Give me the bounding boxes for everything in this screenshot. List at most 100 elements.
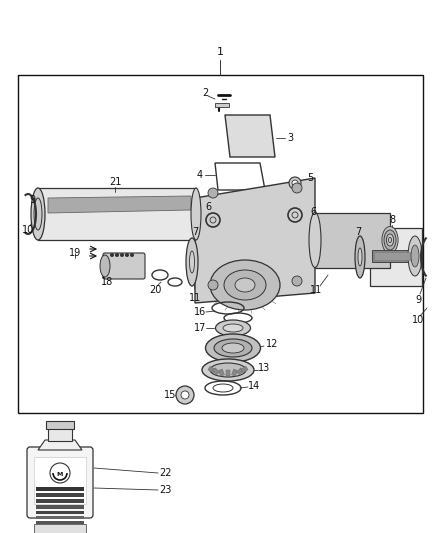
Text: 7: 7	[355, 227, 361, 237]
Ellipse shape	[386, 234, 394, 246]
Circle shape	[181, 391, 189, 399]
Text: 23: 23	[159, 485, 171, 495]
Polygon shape	[215, 163, 265, 190]
Ellipse shape	[205, 334, 261, 362]
Bar	[36, 493, 84, 497]
Bar	[36, 511, 84, 514]
Bar	[241, 366, 248, 373]
Circle shape	[130, 253, 134, 257]
Ellipse shape	[210, 363, 246, 377]
Polygon shape	[48, 196, 191, 213]
Text: 10: 10	[412, 315, 424, 325]
Text: 20: 20	[149, 285, 161, 295]
Ellipse shape	[215, 320, 251, 336]
Text: M: M	[57, 472, 63, 478]
Ellipse shape	[382, 227, 398, 254]
Ellipse shape	[408, 236, 422, 276]
Bar	[34, 457, 86, 504]
Bar	[36, 487, 84, 491]
Bar	[36, 505, 84, 509]
Text: 7: 7	[192, 227, 198, 237]
Ellipse shape	[31, 188, 45, 240]
FancyBboxPatch shape	[103, 253, 145, 279]
Text: 12: 12	[266, 339, 278, 349]
Text: 15: 15	[164, 390, 176, 400]
Text: 6: 6	[310, 207, 316, 217]
Circle shape	[292, 183, 302, 193]
Ellipse shape	[309, 213, 321, 268]
Circle shape	[292, 276, 302, 286]
Ellipse shape	[235, 278, 255, 292]
Ellipse shape	[224, 270, 266, 300]
Bar	[219, 369, 224, 376]
Ellipse shape	[389, 238, 392, 243]
Text: 1: 1	[216, 47, 223, 57]
Text: 16: 16	[194, 307, 206, 317]
Text: 13: 13	[258, 363, 270, 373]
Bar	[237, 368, 244, 375]
Text: 17: 17	[194, 323, 206, 333]
FancyBboxPatch shape	[27, 447, 93, 518]
Ellipse shape	[223, 324, 243, 332]
Text: 11: 11	[189, 293, 201, 303]
Text: 8: 8	[389, 215, 395, 225]
Bar	[46, 421, 74, 429]
Ellipse shape	[358, 248, 362, 266]
Bar	[232, 369, 237, 376]
Text: 9: 9	[29, 195, 35, 205]
Circle shape	[115, 253, 119, 257]
Bar	[372, 250, 414, 262]
Bar	[215, 103, 229, 107]
Ellipse shape	[384, 230, 396, 250]
Text: 22: 22	[159, 468, 171, 478]
Ellipse shape	[210, 260, 280, 310]
Text: 14: 14	[248, 381, 260, 391]
Bar	[18, 75, 423, 413]
Bar	[208, 366, 215, 373]
Bar	[36, 499, 84, 503]
Bar	[315, 213, 390, 268]
Text: 19: 19	[69, 248, 81, 258]
Bar	[36, 521, 84, 524]
Circle shape	[176, 386, 194, 404]
Text: 5: 5	[307, 173, 313, 183]
Text: 3: 3	[287, 133, 293, 143]
Text: 9: 9	[415, 295, 421, 305]
Text: 2: 2	[202, 88, 208, 98]
Bar	[38, 188, 196, 240]
Polygon shape	[38, 440, 82, 450]
Text: 6: 6	[205, 202, 211, 212]
Bar	[48, 427, 72, 441]
Text: 11: 11	[310, 285, 322, 295]
Circle shape	[208, 280, 218, 290]
Circle shape	[208, 188, 218, 198]
Ellipse shape	[411, 245, 419, 267]
Ellipse shape	[355, 236, 365, 278]
Ellipse shape	[191, 188, 201, 240]
Ellipse shape	[214, 339, 252, 357]
Ellipse shape	[202, 359, 254, 381]
Ellipse shape	[100, 255, 110, 277]
Bar	[212, 368, 219, 375]
Circle shape	[110, 253, 114, 257]
Polygon shape	[225, 115, 275, 157]
Ellipse shape	[34, 198, 42, 230]
Text: 21: 21	[109, 177, 121, 187]
Circle shape	[125, 253, 129, 257]
Bar	[374, 252, 412, 260]
Text: 10: 10	[22, 225, 34, 235]
Bar	[34, 524, 86, 533]
Bar	[370, 228, 422, 286]
Circle shape	[50, 463, 70, 483]
Circle shape	[120, 253, 124, 257]
Ellipse shape	[190, 251, 194, 273]
Bar	[226, 370, 230, 376]
Bar	[36, 516, 84, 519]
Text: 18: 18	[101, 277, 113, 287]
Ellipse shape	[186, 238, 198, 286]
Ellipse shape	[222, 343, 244, 353]
Circle shape	[289, 177, 301, 189]
Text: 4: 4	[197, 170, 203, 180]
Circle shape	[292, 180, 298, 186]
Polygon shape	[195, 178, 315, 303]
